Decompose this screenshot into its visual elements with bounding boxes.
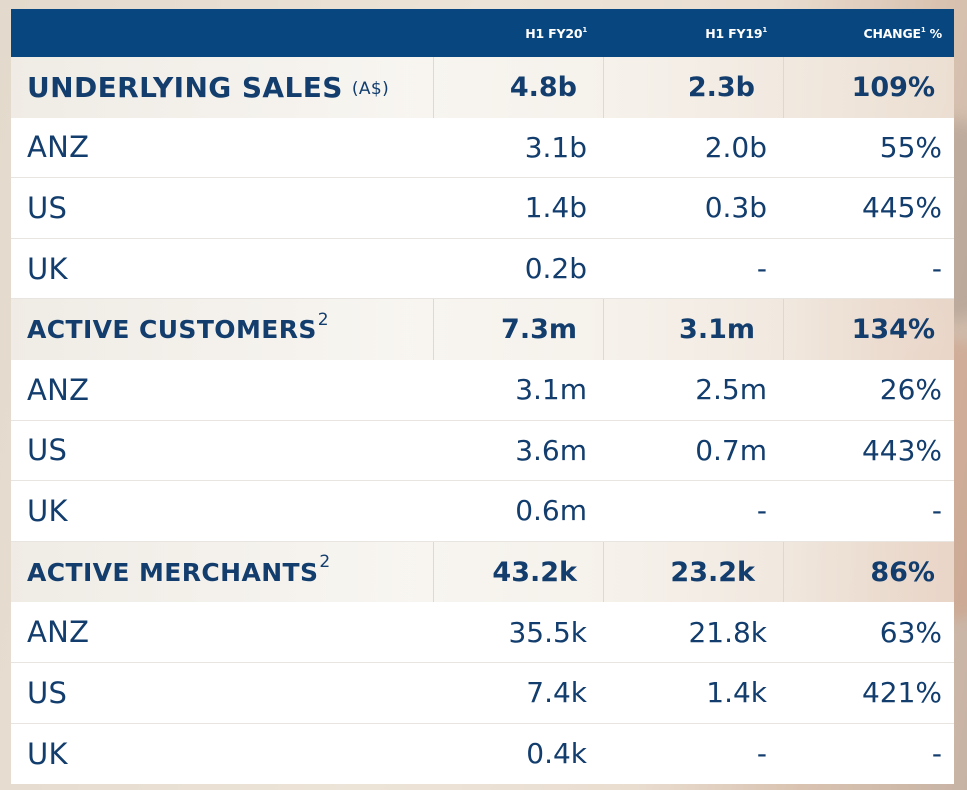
cell-h1-fy20: 3.1b bbox=[524, 130, 587, 164]
region-label: ANZ bbox=[27, 615, 90, 650]
section-value-change: 134% bbox=[851, 314, 935, 346]
table-row: ANZ 3.1b 2.0b 55% bbox=[11, 117, 954, 179]
cell-h1-fy19: - bbox=[756, 737, 767, 771]
cell-change: 63% bbox=[879, 615, 942, 649]
table-row: US 3.6m 0.7m 443% bbox=[11, 420, 954, 482]
section-tint bbox=[783, 299, 954, 360]
region-label: ANZ bbox=[27, 130, 90, 165]
cell-h1-fy20: 0.4k bbox=[526, 737, 587, 771]
table-row: UK 0.6m - - bbox=[11, 481, 954, 542]
table-row: ANZ 3.1m 2.5m 26% bbox=[11, 359, 954, 421]
cell-h1-fy19: 2.0b bbox=[704, 130, 767, 164]
section-row-underlying-sales: UNDERLYING SALES (A$) 4.8b 2.3b 109% bbox=[11, 57, 954, 118]
section-title: ACTIVE MERCHANTS 2 bbox=[27, 552, 331, 587]
cell-h1-fy20: 1.4b bbox=[524, 191, 587, 225]
table-header: H1 FY201 H1 FY191 CHANGE1 % bbox=[11, 9, 954, 57]
table-row: US 1.4b 0.3b 445% bbox=[11, 178, 954, 239]
region-label: ANZ bbox=[27, 372, 90, 407]
cell-h1-fy19: 0.7m bbox=[695, 433, 767, 467]
section-value-h1-fy19: 23.2k bbox=[670, 556, 755, 588]
column-divider bbox=[433, 299, 434, 360]
column-divider bbox=[783, 57, 784, 118]
table-row: UK 0.2b - - bbox=[11, 238, 954, 300]
column-divider bbox=[603, 57, 604, 118]
cell-h1-fy20: 0.2b bbox=[524, 252, 587, 286]
cell-h1-fy20: 7.4k bbox=[526, 676, 587, 710]
section-row-active-merchants: ACTIVE MERCHANTS 2 43.2k 23.2k 86% bbox=[11, 541, 954, 603]
section-value-h1-fy19: 3.1m bbox=[679, 314, 755, 346]
cell-h1-fy19: 2.5m bbox=[695, 373, 767, 407]
section-title: ACTIVE CUSTOMERS 2 bbox=[27, 309, 329, 345]
region-label: US bbox=[27, 190, 68, 225]
cell-change: 421% bbox=[861, 676, 942, 710]
cell-h1-fy19: - bbox=[756, 252, 767, 286]
footnote-marker: 2 bbox=[319, 552, 331, 573]
region-label: US bbox=[27, 675, 68, 710]
footnote-marker: 2 bbox=[317, 309, 329, 330]
section-value-change: 86% bbox=[870, 556, 935, 588]
cell-h1-fy20: 0.6m bbox=[515, 494, 587, 528]
section-row-active-customers: ACTIVE CUSTOMERS 2 7.3m 3.1m 134% bbox=[11, 299, 954, 360]
column-divider bbox=[433, 541, 434, 603]
cell-h1-fy19: 21.8k bbox=[688, 615, 767, 649]
cell-change: 445% bbox=[861, 191, 942, 225]
column-header-h1-fy20: H1 FY201 bbox=[525, 25, 587, 41]
cell-h1-fy20: 3.6m bbox=[515, 433, 587, 467]
column-divider bbox=[603, 299, 604, 360]
cell-change: - bbox=[931, 737, 942, 771]
column-divider bbox=[603, 541, 604, 603]
cell-h1-fy19: - bbox=[756, 494, 767, 528]
column-header-h1-fy19: H1 FY191 bbox=[705, 25, 767, 41]
section-value-h1-fy20: 4.8b bbox=[509, 71, 577, 103]
metrics-table: H1 FY201 H1 FY191 CHANGE1 % UNDERLYING S… bbox=[11, 9, 954, 790]
region-label: UK bbox=[27, 251, 68, 286]
cell-change: 55% bbox=[879, 130, 942, 164]
section-value-h1-fy20: 7.3m bbox=[501, 314, 577, 346]
cell-h1-fy19: 1.4k bbox=[706, 676, 767, 710]
column-header-change: CHANGE1 % bbox=[863, 25, 942, 41]
region-label: UK bbox=[27, 493, 68, 528]
cell-h1-fy20: 35.5k bbox=[508, 615, 587, 649]
cell-change: - bbox=[931, 252, 942, 286]
section-tint bbox=[783, 541, 954, 603]
cell-change: 443% bbox=[861, 433, 942, 467]
cell-change: 26% bbox=[879, 373, 942, 407]
section-value-change: 109% bbox=[851, 71, 935, 103]
region-label: US bbox=[27, 433, 68, 468]
section-unit: (A$) bbox=[351, 79, 390, 100]
column-divider bbox=[433, 57, 434, 118]
table-row: US 7.4k 1.4k 421% bbox=[11, 662, 954, 724]
table-row: UK 0.4k - - bbox=[11, 723, 954, 785]
section-value-h1-fy19: 2.3b bbox=[687, 71, 755, 103]
section-title: UNDERLYING SALES (A$) bbox=[27, 70, 390, 104]
table-row: ANZ 35.5k 21.8k 63% bbox=[11, 602, 954, 663]
section-value-h1-fy20: 43.2k bbox=[492, 556, 577, 588]
cell-change: - bbox=[931, 494, 942, 528]
cell-h1-fy19: 0.3b bbox=[704, 191, 767, 225]
region-label: UK bbox=[27, 736, 68, 771]
cell-h1-fy20: 3.1m bbox=[515, 373, 587, 407]
